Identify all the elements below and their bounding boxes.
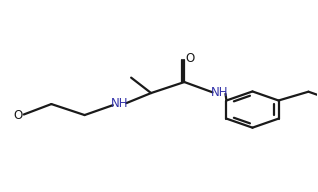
Text: NH: NH <box>111 97 128 110</box>
Text: NH: NH <box>211 86 228 99</box>
Text: O: O <box>185 52 195 65</box>
Text: O: O <box>13 108 23 122</box>
